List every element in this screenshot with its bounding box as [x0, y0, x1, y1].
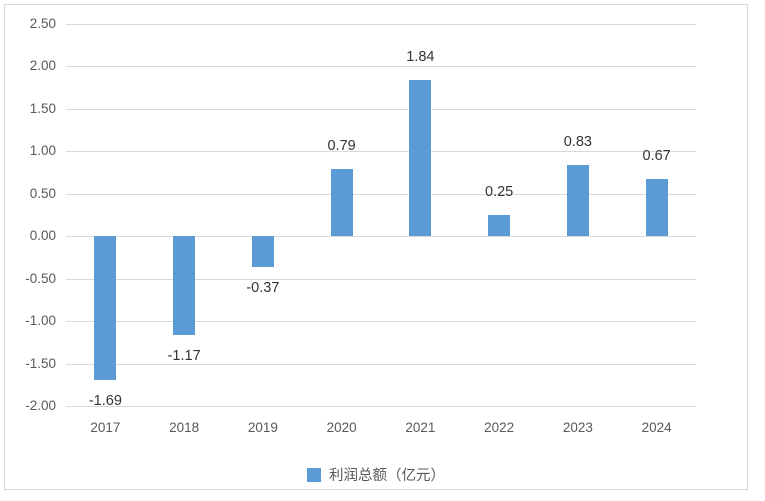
bar-2022 — [488, 214, 511, 236]
gridline — [66, 193, 696, 195]
gridline — [66, 321, 696, 322]
bar-2018 — [173, 236, 196, 336]
legend-label: 利润总额（亿元） — [329, 468, 445, 484]
x-axis-tick-label: 2019 — [247, 420, 278, 435]
bar-2019 — [251, 236, 274, 268]
bar-2024 — [645, 179, 668, 236]
x-axis-tick-label: 2018 — [169, 420, 200, 435]
y-axis-tick-label: -0.50 — [25, 270, 56, 286]
gridline — [66, 23, 696, 25]
y-axis-tick-label: -1.00 — [25, 313, 56, 328]
plot-area: -1.69 -1.17 -0.37 0.79 1.84 0.25 0.83 0.67 — [5, 5, 747, 489]
legend: 利润总额（亿元） — [5, 464, 747, 485]
x-axis-tick-label: 2023 — [562, 420, 593, 435]
x-axis-tick-label: 2021 — [405, 420, 436, 435]
y-axis-tick-label: 1.50 — [29, 100, 56, 116]
data-label-2020: 0.79 — [327, 137, 356, 154]
data-label-2019: -0.37 — [246, 280, 280, 297]
gridline — [66, 66, 696, 67]
legend-swatch-icon — [307, 467, 321, 482]
chart-frame: -1.69 -1.17 -0.37 0.79 1.84 0.25 0.83 0.67 2.50… — [4, 4, 748, 490]
data-label-2021: 1.84 — [406, 48, 435, 65]
y-axis-tick-label: 2.00 — [29, 58, 56, 73]
bar-2021 — [409, 79, 432, 236]
bar-2017 — [94, 236, 117, 380]
data-label-2018: -1.17 — [167, 348, 201, 365]
y-axis-tick-label: 0.00 — [29, 228, 56, 243]
gridline — [66, 108, 696, 110]
gridline — [66, 151, 696, 152]
gridline — [66, 236, 696, 237]
data-label-2022: 0.25 — [485, 183, 514, 200]
x-axis-tick-label: 2020 — [326, 420, 357, 435]
gridline — [66, 363, 696, 365]
x-axis-tick-label: 2024 — [641, 420, 672, 435]
gridline — [66, 278, 696, 280]
gridline — [66, 406, 696, 407]
x-axis-tick-label: 2017 — [90, 420, 121, 435]
y-axis-tick-label: 0.50 — [29, 185, 56, 201]
data-label-2024: 0.67 — [642, 148, 671, 165]
bar-2020 — [330, 168, 353, 236]
y-axis-tick-label: 1.00 — [29, 143, 56, 158]
bar-2023 — [566, 165, 589, 236]
data-label-2017: -1.69 — [88, 392, 122, 409]
y-axis-tick-label: 2.50 — [29, 15, 56, 31]
data-label-2023: 0.83 — [563, 134, 592, 151]
y-axis-tick-label: -1.50 — [25, 355, 56, 371]
y-axis-tick-label: -2.00 — [25, 398, 56, 413]
x-axis-tick-label: 2022 — [484, 420, 515, 435]
